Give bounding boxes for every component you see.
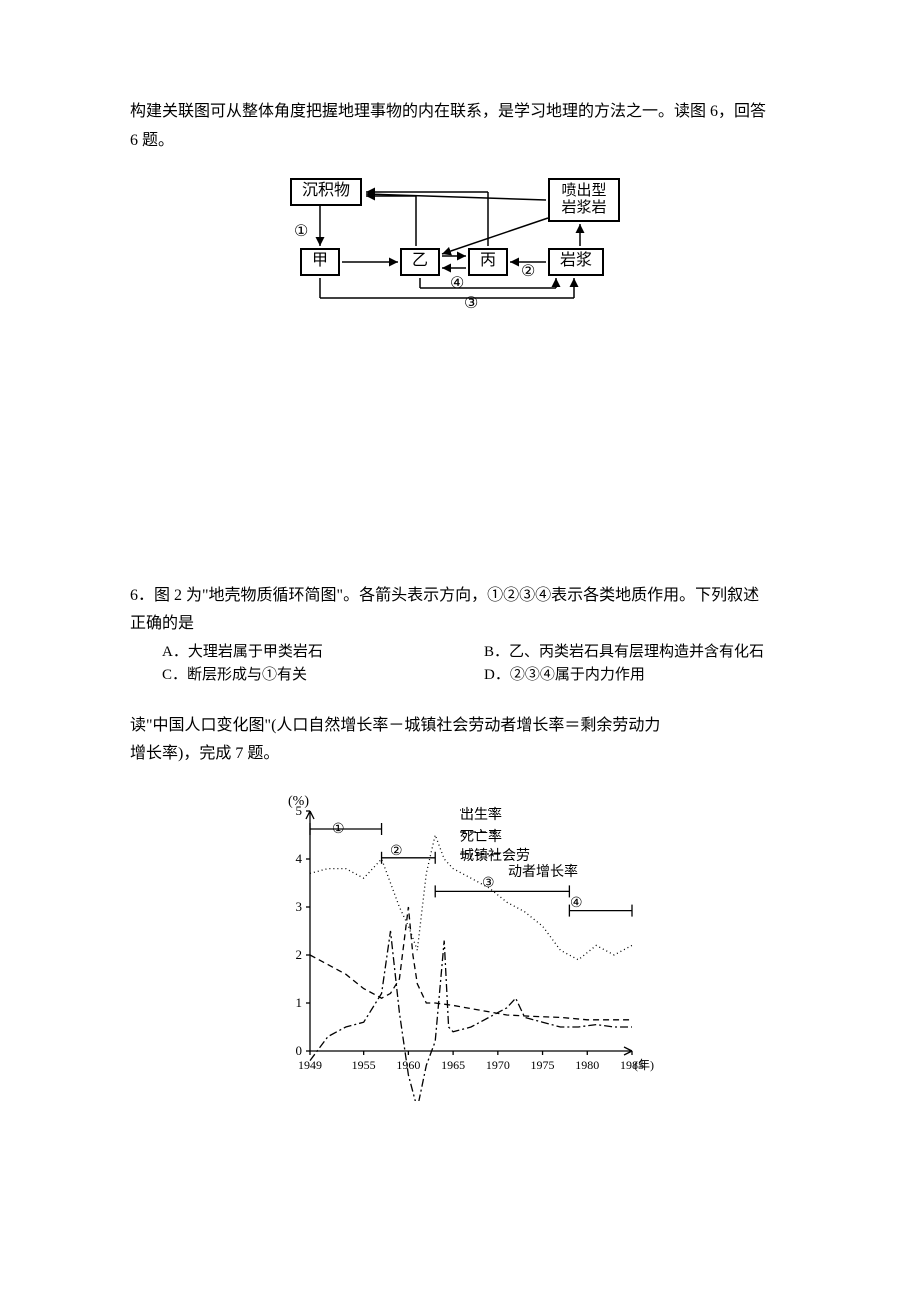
intro1-line2: 6 题。 [130,129,790,154]
intro2-line1: 读"中国人口变化图"(人口自然增长率－城镇社会劳动者增长率＝剩余劳动力 [130,714,790,739]
svg-text:1980: 1980 [575,1058,599,1072]
q6-optC: C．断层形成与①有关 [162,664,468,687]
svg-text:5: 5 [296,803,303,818]
svg-text:1960: 1960 [396,1058,420,1072]
diagram-arrows [290,178,630,318]
svg-text:(年): (年) [634,1058,654,1072]
q6-options: A．大理岩属于甲类岩石 B．乙、丙类岩石具有层理构造并含有化石 C．断层形成与①… [130,641,790,688]
q6-stem-l1: 6．图 2 为"地壳物质循环简图"。各箭头表示方向，①②③④表示各类地质作用。下… [130,584,790,609]
svg-text:1970: 1970 [486,1058,510,1072]
population-line-chart: (%) 出生率 死亡率 城镇社会劳 动者增长率 ① ② ③ ④ 12345019… [260,791,660,1101]
svg-text:2: 2 [296,947,303,962]
intro2-line2: 增长率)，完成 7 题。 [130,742,790,767]
svg-text:1965: 1965 [441,1058,465,1072]
svg-text:3: 3 [296,899,303,914]
diagram-zone: 沉积物 喷出型 岩浆岩 甲 乙 丙 岩浆 ① ② ③ ④ [145,162,775,572]
question-6: 6．图 2 为"地壳物质循环简图"。各箭头表示方向，①②③④表示各类地质作用。下… [130,584,790,688]
svg-text:1: 1 [296,995,303,1010]
intro1-line1: 构建关联图可从整体角度把握地理事物的内在联系，是学习地理的方法之一。读图 6，回… [130,100,790,125]
link-diagram: 沉积物 喷出型 岩浆岩 甲 乙 丙 岩浆 ① ② ③ ④ [290,178,630,318]
q6-optD: D．②③④属于内力作用 [484,664,790,687]
chart-svg: 12345019491955196019651970197519801985(年… [260,791,660,1101]
svg-text:0: 0 [296,1043,303,1058]
q6-optB: B．乙、丙类岩石具有层理构造并含有化石 [484,641,790,664]
svg-text:1975: 1975 [531,1058,555,1072]
q6-stem-l2: 正确的是 [130,612,790,637]
q6-optA: A．大理岩属于甲类岩石 [162,641,468,664]
svg-text:4: 4 [296,851,303,866]
svg-text:1955: 1955 [352,1058,376,1072]
